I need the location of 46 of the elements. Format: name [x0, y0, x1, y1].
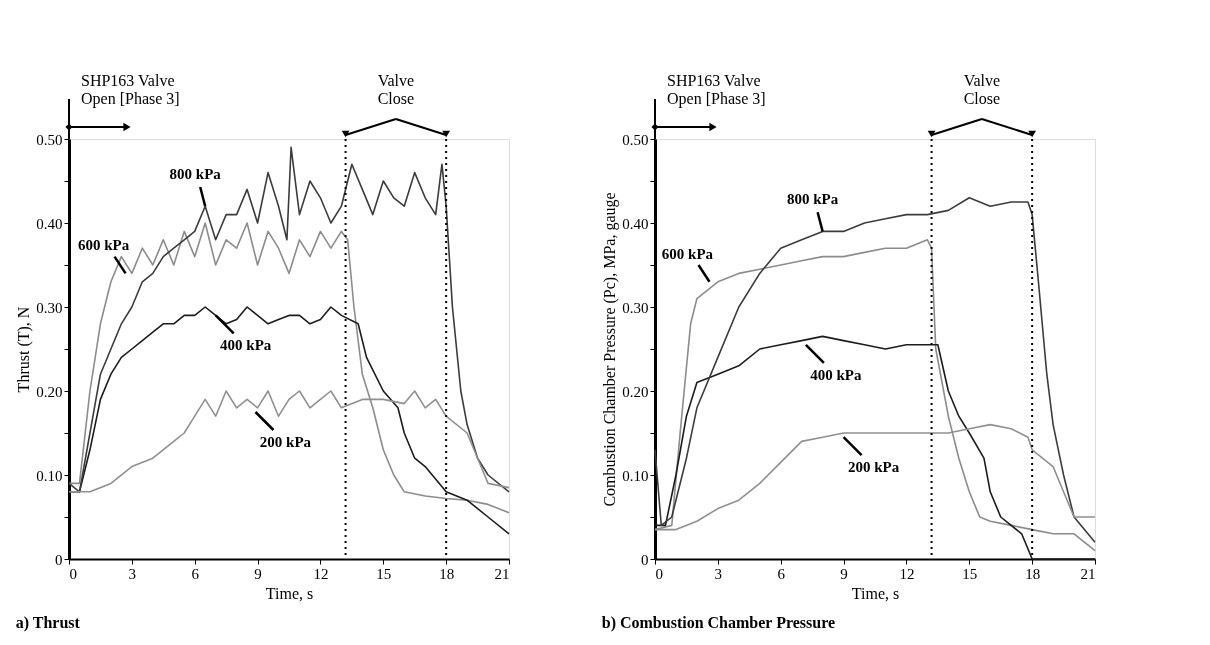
- text: b) Combustion Chamber Pressure: [601, 614, 836, 632]
- x-tick-label: 15: [962, 565, 978, 582]
- text: SHP163 Valve Open [Phase 3]: [81, 72, 180, 108]
- y-tick-label: 0.20: [36, 383, 63, 400]
- x-tick-label: 9: [254, 565, 262, 582]
- text: SHP163 Valve Open [Phase 3]: [667, 72, 766, 108]
- y-axis-title: Combustion Chamber Pressure (Pc), MPa, gauge: [601, 192, 620, 507]
- x-tick-label: 3: [128, 565, 137, 582]
- y-tick-label: 0.50: [36, 131, 63, 148]
- x-tick-label: 0: [69, 565, 77, 582]
- y-tick-label: 0.40: [36, 215, 63, 232]
- annotation: 200 kPa: [847, 459, 900, 476]
- x-tick-label: 21: [1080, 565, 1096, 582]
- y-tick-label: 0.20: [622, 383, 649, 400]
- x-tick-label: 3: [714, 565, 723, 582]
- y-tick-label: 0.40: [622, 215, 649, 232]
- x-tick-label: 18: [439, 565, 455, 582]
- y-tick-label: 0.50: [622, 131, 649, 148]
- annotation: 400 kPa: [220, 337, 272, 354]
- x-tick-label: 21: [494, 565, 510, 582]
- annotation: 200 kPa: [259, 434, 312, 450]
- x-tick-label: 18: [1025, 565, 1041, 582]
- x-tick-label: 12: [899, 565, 915, 582]
- x-axis-title: Time, s: [265, 584, 314, 602]
- y-tick-label: 0: [55, 551, 63, 568]
- y-tick-label: 0.30: [36, 299, 63, 316]
- annotation: 800 kPa: [786, 191, 839, 208]
- x-tick-label: 6: [191, 565, 200, 582]
- y-tick-label: 0.10: [36, 467, 63, 484]
- annotation: 600 kPa: [77, 237, 130, 254]
- y-tick-label: 0: [641, 551, 649, 568]
- y-tick-label: 0.10: [622, 467, 649, 484]
- x-axis-title: Time, s: [851, 584, 900, 602]
- x-tick-label: 9: [840, 565, 848, 582]
- text: Valve Close: [963, 72, 1001, 107]
- text: Valve Close: [377, 72, 415, 107]
- x-tick-label: 12: [313, 565, 329, 582]
- x-tick-label: 0: [655, 565, 663, 582]
- x-tick-label: 6: [777, 565, 786, 582]
- text: a) Thrust: [15, 614, 81, 632]
- annotation: 800 kPa: [169, 166, 222, 183]
- x-tick-label: 15: [376, 565, 392, 582]
- annotation: 400 kPa: [810, 366, 862, 383]
- y-tick-label: 0.30: [622, 299, 649, 316]
- y-axis-title: Thrust (T), N: [15, 306, 34, 393]
- annotation: 600 kPa: [661, 245, 714, 262]
